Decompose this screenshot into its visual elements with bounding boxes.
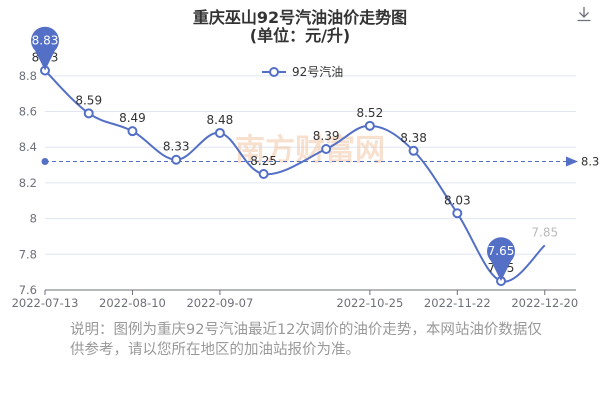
footnote: 说明：图例为重庆92号汽油最近12次调价的油价走势，本网站油价数据仅供参考，请以… [70, 322, 542, 358]
max-marker: 8.83 [31, 26, 60, 71]
data-point [408, 145, 419, 156]
data-label: 8.52 [356, 106, 383, 120]
average-line-label: 8.3 [581, 155, 599, 169]
y-tick-label: 7.8 [19, 247, 37, 261]
min-marker-label: 7.65 [488, 244, 515, 258]
data-labels: 8.838.598.498.338.488.258.398.528.388.03… [32, 50, 558, 275]
legend-symbol [269, 67, 279, 77]
min-marker: 7.65 [487, 237, 516, 282]
data-point [364, 120, 375, 131]
data-point [127, 126, 138, 137]
x-tick-label: 2022-10-25 [336, 296, 403, 310]
y-tick-label: 8 [30, 212, 37, 226]
series-92 [40, 65, 546, 287]
extreme-markers: 8.83 7.65 [31, 26, 516, 282]
chart-subtitle: (单位：元/升) [249, 26, 351, 45]
average-line-arrow [566, 156, 578, 167]
download-icon[interactable] [576, 6, 592, 22]
data-label: 8.48 [207, 113, 234, 127]
x-tick-label: 2022-12-20 [511, 296, 578, 310]
y-tick-label: 7.6 [19, 283, 37, 297]
y-tick-label: 8.6 [19, 105, 37, 119]
watermark: 南方财富网 [235, 133, 385, 168]
legend[interactable]: 92号汽油 [262, 64, 343, 79]
x-tick-label: 2022-09-07 [186, 296, 253, 310]
y-tick-label: 8.4 [19, 140, 37, 154]
y-tick-label: 8.8 [19, 69, 37, 83]
series-line [44, 69, 546, 283]
data-label: 8.49 [119, 111, 146, 125]
data-point [171, 154, 182, 165]
data-label: 8.39 [313, 129, 340, 143]
data-label: 8.59 [75, 93, 102, 107]
x-tick-label: 2022-11-22 [424, 296, 491, 310]
data-point [214, 127, 225, 138]
x-tick-label: 2022-08-10 [99, 296, 166, 310]
legend-label: 92号汽油 [292, 64, 343, 79]
data-label: 8.25 [250, 154, 277, 168]
data-point [258, 169, 269, 179]
data-point [452, 208, 463, 219]
data-label: 8.38 [400, 131, 427, 145]
x-tick-label: 2022-07-13 [12, 296, 79, 310]
max-marker-label: 8.83 [32, 33, 59, 47]
grid-lines [45, 75, 576, 255]
average-line: 8.3 [41, 155, 599, 169]
data-label: 8.33 [163, 140, 190, 154]
data-label: 7.85 [531, 225, 558, 239]
data-point [321, 144, 332, 155]
chart-title: 重庆巫山92号汽油油价走势图 [192, 8, 408, 27]
axes: 7.6 7.8 8 8.2 8.4 8.6 8.8 2022-07-13 2022-08-10 2… [12, 69, 579, 310]
y-tick-label: 8.2 [19, 176, 37, 190]
data-point [83, 108, 94, 119]
data-label: 8.03 [444, 193, 471, 207]
